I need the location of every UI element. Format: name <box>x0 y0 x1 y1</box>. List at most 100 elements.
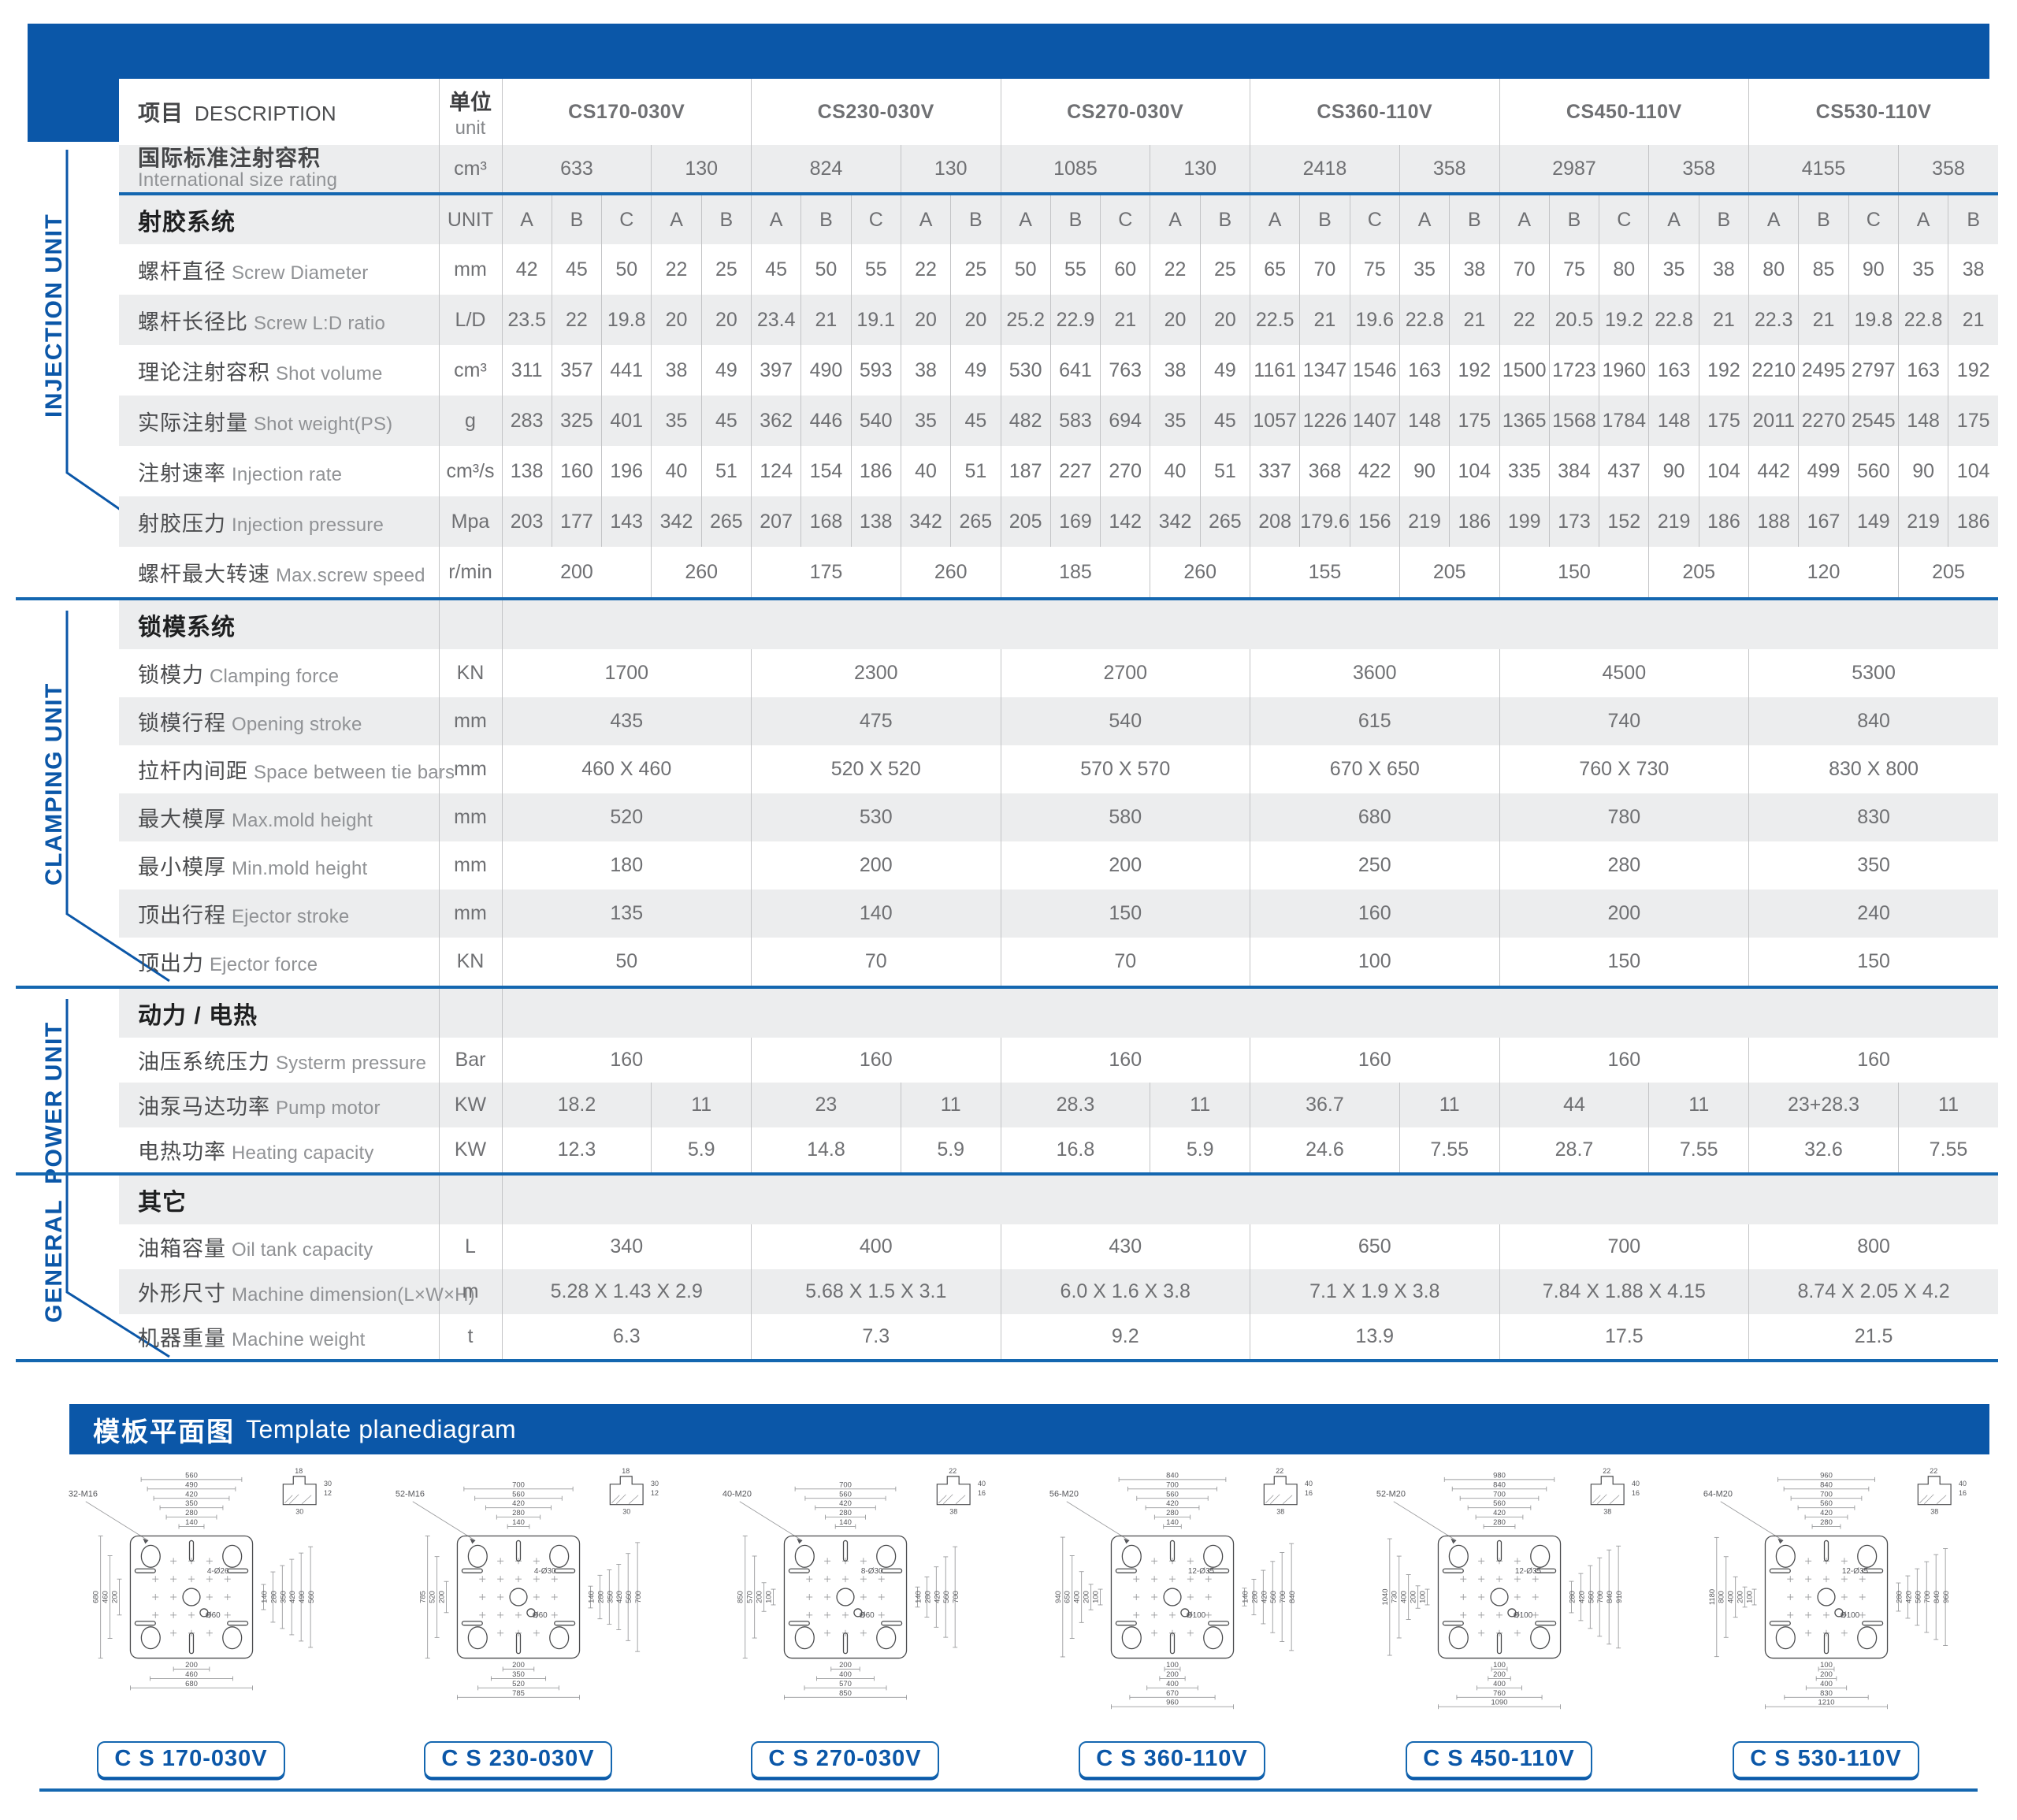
spec-value: 22 <box>651 244 702 295</box>
svg-text:280: 280 <box>1166 1509 1179 1517</box>
svg-text:1210: 1210 <box>1818 1699 1834 1707</box>
spec-row: 顶出行程 Ejector stroke mm 135 140 150 160 200 240 <box>119 890 1999 938</box>
spec-value: 283 <box>501 396 552 446</box>
spec-value: 1546 <box>1349 345 1400 396</box>
spec-value: 100 <box>1250 938 1500 986</box>
spec-value: 580 <box>1000 793 1250 841</box>
svg-text:140: 140 <box>1166 1518 1179 1527</box>
row-label: 油箱容量 Oil tank capacity <box>138 1237 373 1261</box>
spec-value: 530 <box>1000 345 1051 396</box>
spec-value: mm <box>438 890 502 938</box>
svg-text:560: 560 <box>1587 1591 1595 1603</box>
spec-value: 265 <box>1199 496 1250 547</box>
spec-value: 6.0 X 1.6 X 3.8 <box>1000 1269 1250 1314</box>
spec-value: 192 <box>1449 345 1500 396</box>
spec-value: 70 <box>751 938 1001 986</box>
svg-text:140: 140 <box>512 1518 525 1527</box>
spec-value: 1700 <box>501 649 752 697</box>
svg-text:100: 100 <box>1820 1661 1833 1670</box>
spec-value: 530 <box>751 793 1001 841</box>
spec-row: 螺杆直径 Screw Diameter mm 42 45 50 22 25 45 50 55 22 2… <box>119 244 1999 295</box>
svg-text:22: 22 <box>1930 1467 1937 1475</box>
spec-value: 219 <box>1399 496 1450 547</box>
row-label: 外形尺寸 Machine dimension(L×W×H) <box>119 1269 475 1314</box>
svg-text:560: 560 <box>1914 1591 1922 1603</box>
svg-text:840: 840 <box>1493 1480 1506 1489</box>
spec-value: 152 <box>1599 496 1649 547</box>
spec-value: 22.8 <box>1648 295 1699 345</box>
spec-value: 7.84 X 1.88 X 4.15 <box>1499 1269 1749 1314</box>
spec-value: 135 <box>501 890 752 938</box>
svg-text:200: 200 <box>1820 1670 1833 1679</box>
svg-text:200: 200 <box>512 1661 525 1670</box>
svg-text:18: 18 <box>295 1467 303 1475</box>
svg-text:960: 960 <box>1942 1591 1951 1603</box>
spec-value: B <box>1948 195 1999 244</box>
spec-value: 11 <box>1150 1083 1250 1127</box>
spec-value: 8.74 X 2.05 X 4.2 <box>1748 1269 1999 1314</box>
model-label-box: C S 530-110V <box>1733 1741 1919 1778</box>
svg-text:280: 280 <box>185 1509 198 1517</box>
section-divider <box>119 597 1999 600</box>
spec-value: 337 <box>1249 446 1300 496</box>
spec-row: 拉杆内间距 Space between tie bars mm 460 X 460 5… <box>119 745 1999 793</box>
spec-value: 700 <box>1499 1224 1749 1269</box>
spec-value: 435 <box>501 697 752 745</box>
svg-text:700: 700 <box>1279 1591 1287 1603</box>
svg-text:100: 100 <box>1091 1591 1100 1603</box>
spec-value: 446 <box>800 396 852 446</box>
spec-value: 520 X 520 <box>751 745 1001 793</box>
spec-value: 40 <box>651 446 702 496</box>
spec-value: KW <box>438 1127 502 1172</box>
spec-value: 22.5 <box>1249 295 1300 345</box>
spec-value: 50 <box>501 938 752 986</box>
spec-value: 168 <box>800 496 852 547</box>
spec-value: 570 X 570 <box>1000 745 1250 793</box>
spec-value: 340 <box>501 1224 752 1269</box>
spec-value <box>438 1176 502 1224</box>
spec-value: 335 <box>1499 446 1550 496</box>
spec-value: B <box>1798 195 1849 244</box>
spec-value: 325 <box>551 396 602 446</box>
spec-value: 138 <box>850 496 901 547</box>
svg-text:12: 12 <box>651 1489 659 1497</box>
size-rating-row: 国际标准注射容积 International size rating cm³ 633 1… <box>119 145 1999 192</box>
spec-value: 203 <box>501 496 552 547</box>
svg-text:420: 420 <box>1260 1591 1269 1603</box>
svg-text:280: 280 <box>1250 1591 1259 1603</box>
svg-text:420: 420 <box>185 1490 198 1499</box>
spec-value: 22.3 <box>1748 295 1799 345</box>
spec-value: 593 <box>850 345 901 396</box>
spec-value: 38 <box>1698 244 1749 295</box>
spec-value: 80 <box>1599 244 1649 295</box>
top-accent-band <box>28 24 1989 79</box>
spec-value: 90 <box>1848 244 1899 295</box>
svg-text:830: 830 <box>1820 1689 1833 1698</box>
svg-text:18: 18 <box>622 1467 630 1475</box>
spec-value: 21 <box>1798 295 1849 345</box>
spec-value <box>501 989 1999 1038</box>
spec-value: 45 <box>700 396 752 446</box>
spec-value: 45 <box>950 396 1001 446</box>
spec-value: 160 <box>751 1038 1001 1083</box>
svg-text:700: 700 <box>1820 1490 1833 1499</box>
spec-value: 5.9 <box>651 1127 752 1172</box>
spec-value: 130 <box>1150 145 1250 192</box>
spec-value: 680 <box>1250 793 1500 841</box>
spec-value: 240 <box>1748 890 1999 938</box>
model-label-box: C S 270-030V <box>751 1741 939 1778</box>
spec-value: UNIT <box>438 195 502 244</box>
spec-value: 200 <box>751 841 1001 890</box>
bottom-rule <box>39 1788 1978 1792</box>
spec-value: 45 <box>551 244 602 295</box>
spec-value: 357 <box>551 345 602 396</box>
spec-value: 55 <box>1049 244 1101 295</box>
svg-text:200: 200 <box>1493 1670 1506 1679</box>
svg-text:420: 420 <box>1493 1509 1506 1517</box>
spec-row: 锁模力 Clamping force KN 1700 2300 2700 3600 4500… <box>119 649 1999 697</box>
spec-value: 641 <box>1049 345 1101 396</box>
spec-value: 17.5 <box>1499 1314 1749 1359</box>
spec-value: 205 <box>1648 547 1749 597</box>
spec-value: 50 <box>1000 244 1051 295</box>
